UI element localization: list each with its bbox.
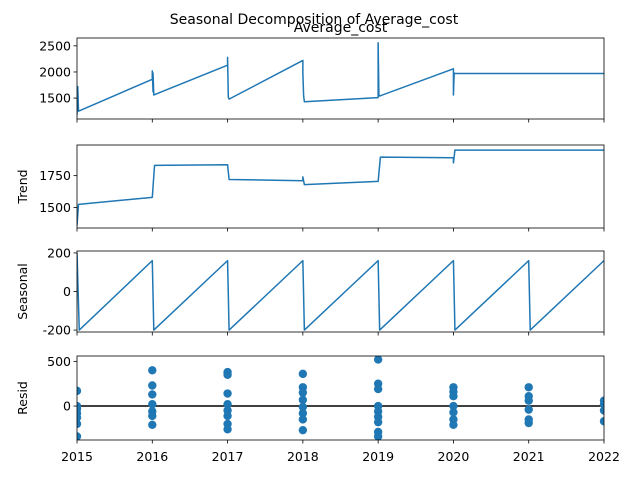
x-tick-label: 2015 <box>61 449 93 464</box>
resid-point <box>77 432 82 440</box>
y-tick-label: 1750 <box>39 168 71 183</box>
resid-point <box>148 381 157 390</box>
resid-point <box>77 386 82 396</box>
observed-marks <box>77 41 604 115</box>
seasonal-marks <box>77 252 604 331</box>
trend-ylabel: Trend <box>15 169 30 204</box>
resid-marks <box>77 356 604 440</box>
resid-point <box>148 411 157 421</box>
resid-point <box>148 420 157 430</box>
trend-panel: 1500 1750 Trend <box>15 144 605 232</box>
resid-axes-frame <box>76 355 605 441</box>
y-tick-label: 0 <box>63 399 71 414</box>
x-tick-label: 2016 <box>136 449 168 464</box>
resid-point <box>298 395 308 404</box>
figure-suptitle: Seasonal Decomposition of Average_cost <box>170 12 459 28</box>
trend-axes-frame <box>76 144 605 229</box>
resid-point <box>148 366 157 375</box>
resid-point <box>373 417 383 427</box>
resid-point <box>373 432 383 440</box>
resid-point <box>373 356 383 364</box>
resid-point <box>77 413 82 422</box>
resid-point <box>298 369 308 379</box>
y-tick-label: 1500 <box>39 200 71 215</box>
resid-point <box>223 411 232 421</box>
resid-point <box>524 396 533 405</box>
resid-point <box>298 388 308 397</box>
resid-point <box>449 392 458 401</box>
y-tick-label: 200 <box>47 245 71 260</box>
resid-panel: 0 500 2015 2016 2017 2018 2019 2020 2021 2022 Resi… <box>15 354 620 464</box>
observed-title: Average_cost <box>294 20 388 36</box>
x-tick-label: 2017 <box>212 449 244 464</box>
x-tick-label: 2021 <box>513 449 545 464</box>
seasonal-panel: -200 0 200 Seasonal <box>15 245 605 338</box>
observed-series-line <box>77 41 604 115</box>
resid-point <box>599 417 604 426</box>
x-tick-label: 2022 <box>588 449 620 464</box>
resid-point <box>298 402 308 412</box>
resid-point <box>298 408 308 418</box>
trend-series-line <box>77 149 604 226</box>
resid-point <box>223 425 232 434</box>
x-tick-label: 2018 <box>287 449 319 464</box>
seasonal-series-line <box>77 252 604 331</box>
x-tick-label: 2020 <box>438 449 470 464</box>
resid-point <box>449 401 458 411</box>
y-tick-label: 1500 <box>39 91 71 106</box>
resid-point <box>524 383 533 392</box>
y-tick-label: 2000 <box>39 64 71 79</box>
y-tick-label: 0 <box>63 284 71 299</box>
resid-point <box>373 384 383 394</box>
resid-point <box>298 425 308 435</box>
seasonal-ylabel: Seasonal <box>15 263 30 320</box>
resid-point <box>223 389 232 398</box>
y-tick-label: -200 <box>43 323 71 338</box>
resid-point <box>599 406 604 415</box>
resid-point <box>77 419 82 429</box>
observed-axes-frame <box>76 37 605 120</box>
observed-panel: 1500 2000 2500 Average_cost <box>39 20 605 123</box>
resid-point <box>599 400 604 409</box>
trend-marks <box>77 149 604 226</box>
resid-point <box>524 405 533 414</box>
resid-point <box>298 415 308 424</box>
resid-point <box>524 418 533 428</box>
resid-point <box>449 408 458 417</box>
y-tick-label: 2500 <box>39 38 71 53</box>
resid-point <box>148 400 157 409</box>
resid-ylabel: Resid <box>15 381 30 415</box>
resid-point <box>223 370 232 379</box>
y-tick-label: 500 <box>47 354 71 369</box>
resid-point <box>449 420 458 430</box>
resid-point <box>223 400 232 409</box>
resid-point <box>148 390 157 399</box>
x-tick-label: 2019 <box>362 449 394 464</box>
